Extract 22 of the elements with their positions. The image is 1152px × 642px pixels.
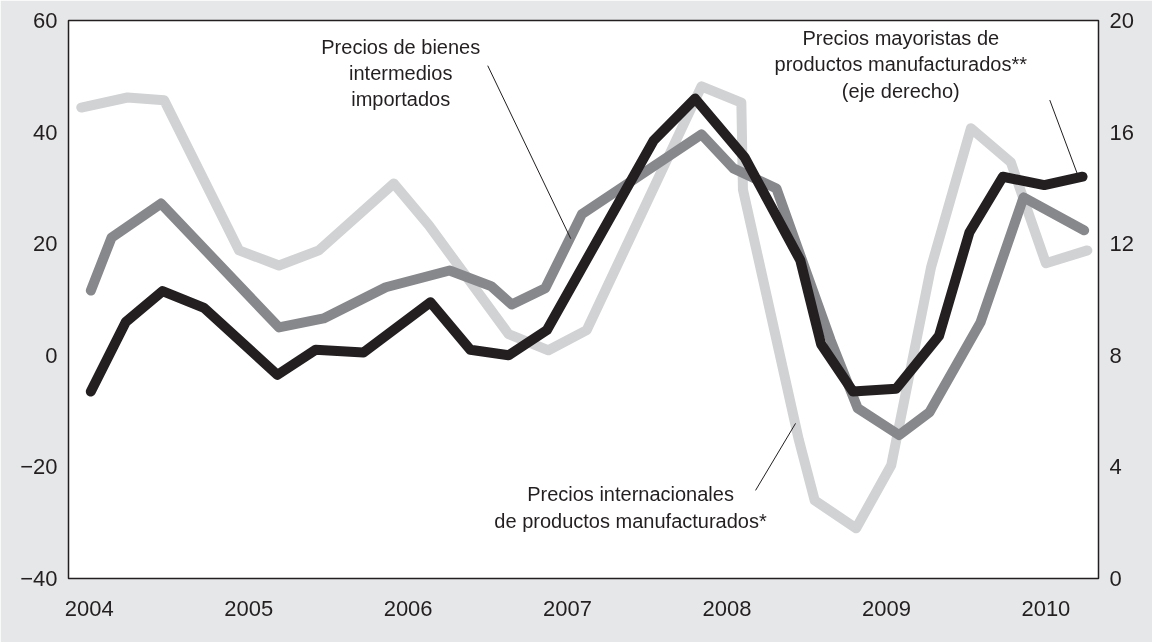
x-tick-label: 2010 — [1021, 595, 1071, 621]
x-tick-label: 2004 — [64, 595, 114, 621]
y-tick-label: 60 — [33, 8, 58, 33]
y2-tick-label: 8 — [1109, 342, 1122, 368]
y-tick-label: 20 — [33, 231, 58, 257]
y2-tick-label: 0 — [1109, 566, 1122, 591]
y-tick-label: −20 — [20, 454, 58, 480]
annotation: Precios mayoristas de productos manufacturados** (eje derecho) — [774, 27, 1028, 102]
x-tick-label: 2009 — [861, 595, 911, 621]
x-tick-label: 2006 — [383, 595, 433, 621]
annotation: Precios de bienes intermedios importados — [321, 35, 481, 111]
y-tick-label: 40 — [33, 119, 58, 145]
y-tick-label: −40 — [20, 566, 58, 591]
y2-tick-label: 16 — [1109, 119, 1134, 145]
y2-tick-label: 4 — [1109, 454, 1122, 480]
y2-tick-label: 20 — [1109, 8, 1134, 33]
x-tick-label: 2007 — [543, 595, 593, 621]
y-tick-label: 0 — [45, 342, 58, 368]
x-tick-label: 2005 — [224, 595, 274, 621]
annotation: Precios internacionales de productos manufacturados* — [494, 483, 767, 532]
y2-tick-label: 12 — [1109, 231, 1134, 257]
x-tick-label: 2008 — [702, 595, 752, 621]
